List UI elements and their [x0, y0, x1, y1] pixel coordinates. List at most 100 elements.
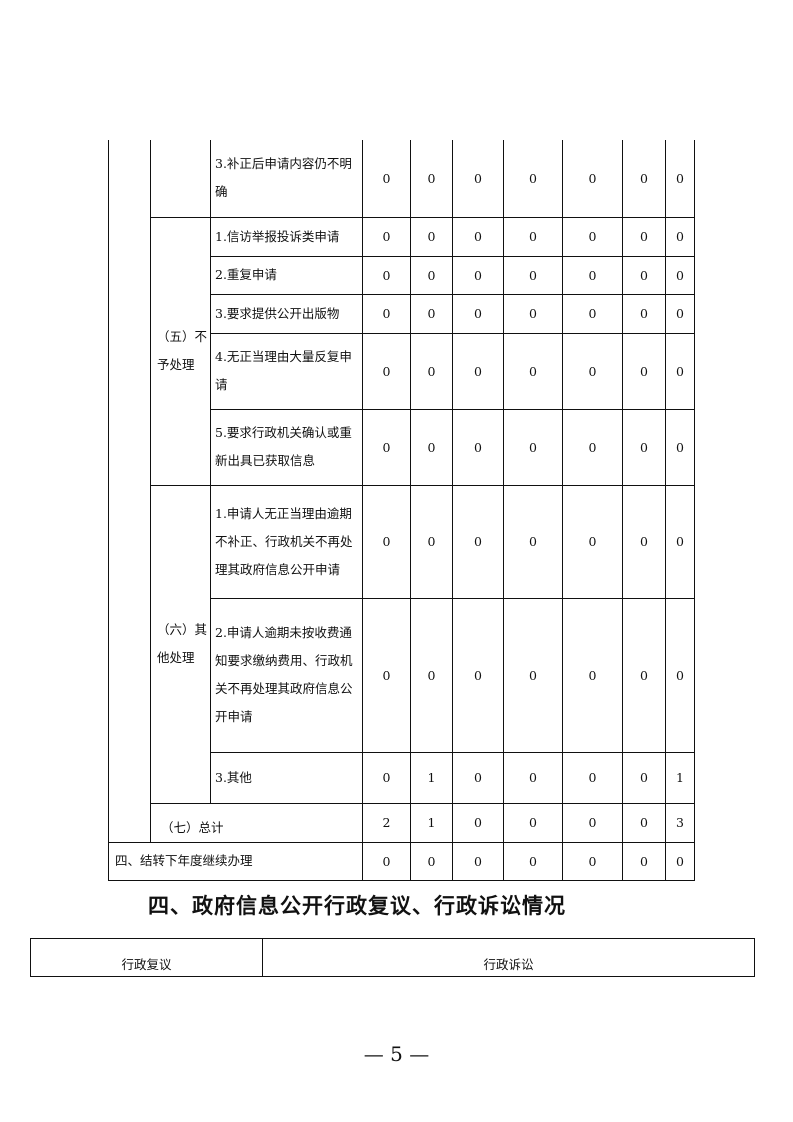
value-cell: 0	[452, 255, 504, 295]
value-cell: 0	[622, 140, 666, 218]
value-cell: 1	[410, 802, 453, 843]
item-label: 3.要求提供公开出版物	[210, 293, 363, 334]
value-cell: 0	[622, 484, 666, 599]
table-row: 3.其他 0 1 0 0 0 0 1	[109, 751, 695, 804]
value-cell: 0	[362, 255, 411, 295]
category-cell	[150, 140, 211, 218]
value-cell: 0	[362, 332, 411, 410]
value-cell: 0	[562, 255, 623, 295]
value-cell: 0	[410, 255, 453, 295]
value-cell: 0	[503, 293, 563, 334]
application-handling-table: 3.补正后申请内容仍不明确 0 0 0 0 0 0 0 （五）不予处理 1.信访…	[108, 140, 695, 881]
value-cell: 0	[452, 293, 504, 334]
table-row: 5.要求行政机关确认或重新出具已获取信息 0 0 0 0 0 0 0	[109, 408, 695, 486]
value-cell: 0	[622, 597, 666, 753]
value-cell: 0	[503, 484, 563, 599]
item-label: 3.补正后申请内容仍不明确	[210, 140, 363, 218]
value-cell: 0	[452, 802, 504, 843]
item-label: 1.信访举报投诉类申请	[210, 216, 363, 257]
value-cell: 0	[362, 484, 411, 599]
value-cell: 0	[452, 216, 504, 257]
section-heading: 四、政府信息公开行政复议、行政诉讼情况	[148, 894, 566, 918]
value-cell: 0	[665, 332, 695, 410]
value-cell: 0	[410, 841, 453, 881]
item-label: 5.要求行政机关确认或重新出具已获取信息	[210, 408, 363, 486]
value-cell: 0	[665, 597, 695, 753]
value-cell: 0	[410, 408, 453, 486]
value-cell: 0	[452, 332, 504, 410]
value-cell: 0	[410, 484, 453, 599]
value-cell: 0	[362, 293, 411, 334]
value-cell: 0	[622, 216, 666, 257]
carryover-label: 四、结转下年度继续办理	[108, 841, 363, 881]
value-cell: 2	[362, 802, 411, 843]
page-number: — 5 —	[363, 1042, 430, 1066]
table-row: 3.要求提供公开出版物 0 0 0 0 0 0 0	[109, 293, 695, 334]
value-cell: 0	[410, 597, 453, 753]
item-label: 3.其他	[210, 751, 363, 804]
category-label: （六）其他处理	[150, 484, 211, 804]
value-cell: 0	[665, 255, 695, 295]
item-label: 2.重复申请	[210, 255, 363, 295]
value-cell: 0	[562, 841, 623, 881]
value-cell: 0	[503, 216, 563, 257]
value-cell: 0	[665, 841, 695, 881]
value-cell: 0	[452, 597, 504, 753]
table-row: （五）不予处理 1.信访举报投诉类申请 0 0 0 0 0 0 0	[109, 216, 695, 486]
value-cell: 0	[452, 140, 504, 218]
value-cell: 0	[503, 255, 563, 295]
carryover-row: 四、结转下年度继续办理 0 0 0 0 0 0 0	[108, 841, 695, 881]
value-cell: 0	[503, 841, 563, 881]
value-cell: 0	[452, 484, 504, 599]
value-cell: 0	[562, 802, 623, 843]
value-cell: 0	[562, 216, 623, 257]
review-header: 行政复议	[30, 938, 263, 977]
value-cell: 0	[562, 484, 623, 599]
value-cell: 0	[503, 751, 563, 804]
value-cell: 0	[665, 408, 695, 486]
value-cell: 0	[410, 216, 453, 257]
review-litigation-table: 行政复议 行政诉讼	[30, 938, 755, 977]
value-cell: 0	[362, 216, 411, 257]
value-cell: 0	[362, 751, 411, 804]
value-cell: 0	[410, 140, 453, 218]
value-cell: 0	[665, 140, 695, 218]
value-cell: 0	[562, 597, 623, 753]
value-cell: 1	[410, 751, 453, 804]
value-cell: 0	[622, 332, 666, 410]
value-cell: 1	[665, 751, 695, 804]
item-label: 1.申请人无正当理由逾期不补正、行政机关不再处理其政府信息公开申请	[210, 484, 363, 599]
value-cell: 0	[503, 140, 563, 218]
value-cell: 0	[410, 293, 453, 334]
value-cell: 0	[665, 216, 695, 257]
value-cell: 0	[622, 255, 666, 295]
value-cell: 0	[562, 408, 623, 486]
table-row: 2.重复申请 0 0 0 0 0 0 0	[109, 255, 695, 295]
value-cell: 0	[362, 597, 411, 753]
value-cell: 0	[562, 751, 623, 804]
category-label: （五）不予处理	[150, 216, 211, 486]
value-cell: 0	[362, 140, 411, 218]
value-cell: 0	[503, 802, 563, 843]
table-row: 2.申请人逾期未按收费通知要求缴纳费用、行政机关不再处理其政府信息公开申请 0 …	[109, 597, 695, 753]
value-cell: 0	[503, 408, 563, 486]
value-cell: 0	[362, 841, 411, 881]
item-label: 4.无正当理由大量反复申请	[210, 332, 363, 410]
table-row: 4.无正当理由大量反复申请 0 0 0 0 0 0 0	[109, 332, 695, 410]
total-label: （七）总计	[150, 802, 363, 843]
value-cell: 0	[622, 751, 666, 804]
total-row: （七）总计 2 1 0 0 0 0 3	[109, 802, 695, 843]
value-cell: 0	[452, 408, 504, 486]
value-cell: 0	[410, 332, 453, 410]
value-cell: 0	[362, 408, 411, 486]
value-cell: 0	[622, 841, 666, 881]
value-cell: 0	[665, 484, 695, 599]
table-row: 3.补正后申请内容仍不明确 0 0 0 0 0 0 0	[108, 140, 695, 843]
value-cell: 0	[503, 332, 563, 410]
outer-category-cell	[108, 140, 151, 843]
litigation-header: 行政诉讼	[262, 938, 755, 977]
table-row: （六）其他处理 1.申请人无正当理由逾期不补正、行政机关不再处理其政府信息公开申…	[109, 484, 695, 804]
value-cell: 0	[622, 408, 666, 486]
value-cell: 3	[665, 802, 695, 843]
item-label: 2.申请人逾期未按收费通知要求缴纳费用、行政机关不再处理其政府信息公开申请	[210, 597, 363, 753]
